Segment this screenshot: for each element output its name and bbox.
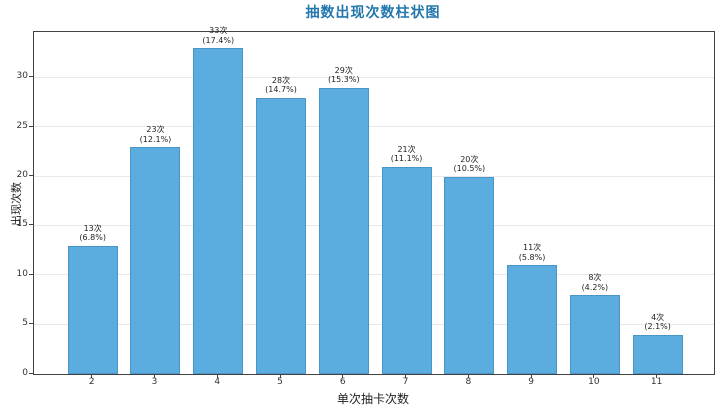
x-tick-mark bbox=[153, 374, 155, 378]
bar bbox=[569, 295, 620, 374]
bar-percent-label: (6.8%) bbox=[79, 233, 106, 243]
bar bbox=[256, 97, 306, 374]
x-tick-label: 6 bbox=[339, 377, 346, 387]
bar-annotation: 4次 (2.1%) bbox=[618, 313, 698, 332]
bar bbox=[444, 176, 495, 374]
y-tick-label: 5 bbox=[22, 318, 28, 329]
bar bbox=[507, 265, 558, 374]
plot-area: 13次 (6.8%) 23次 (12.1%) 33次 (17.4%) 28次 (14.7%) 2… bbox=[33, 26, 715, 375]
gridline bbox=[34, 76, 714, 78]
bar-count-label: 23次 bbox=[146, 125, 165, 134]
bar-count-label: 13次 bbox=[83, 223, 102, 233]
bar-annotation: 20次 (10.5%) bbox=[429, 155, 509, 174]
gridline bbox=[34, 175, 714, 177]
gridline bbox=[34, 224, 714, 226]
y-tick-label: 30 bbox=[16, 71, 28, 82]
bar bbox=[632, 334, 683, 374]
bar-annotation: 11次 (5.8%) bbox=[492, 243, 572, 262]
y-tick-label: 20 bbox=[16, 170, 28, 181]
gridline bbox=[34, 323, 714, 325]
y-tick-mark bbox=[29, 273, 33, 275]
bar bbox=[318, 87, 369, 374]
y-tick-mark bbox=[29, 175, 33, 177]
bar-count-label: 33次 bbox=[209, 26, 228, 36]
bar-percent-label: (11.1%) bbox=[390, 154, 423, 164]
bar-count-label: 21次 bbox=[397, 144, 416, 154]
y-tick-label: 0 bbox=[22, 367, 28, 378]
x-tick-label: 2 bbox=[88, 377, 95, 387]
x-tick-mark bbox=[91, 374, 93, 378]
bar-percent-label: (12.1%) bbox=[139, 134, 172, 144]
bar-annotation: 8次 (4.2%) bbox=[555, 273, 635, 292]
bar-count-label: 28次 bbox=[271, 75, 291, 85]
x-tick-mark bbox=[467, 374, 469, 378]
x-tick-label: 11 bbox=[650, 377, 663, 387]
bar-count-label: 11次 bbox=[522, 243, 542, 253]
x-tick-label: 10 bbox=[588, 377, 600, 387]
x-tick-label: 7 bbox=[402, 377, 409, 387]
x-axis-label: 单次抽卡次数 bbox=[336, 392, 409, 406]
bar-percent-label: (10.5%) bbox=[453, 164, 486, 174]
bar-count-label: 20次 bbox=[460, 154, 479, 164]
bar bbox=[130, 147, 181, 374]
bar-count-label: 4次 bbox=[651, 312, 665, 322]
chart-title: 抽数出现次数柱状图 bbox=[305, 5, 441, 21]
y-tick-label: 25 bbox=[16, 120, 28, 131]
bar-annotation: 23次 (12.1%) bbox=[115, 125, 195, 144]
bar-annotation: 33次 (17.4%) bbox=[178, 26, 258, 45]
bar-percent-label: (4.2%) bbox=[581, 282, 609, 292]
x-tick-label: 9 bbox=[528, 377, 534, 387]
bar bbox=[381, 166, 432, 374]
y-tick-mark bbox=[29, 76, 33, 78]
y-tick-mark bbox=[29, 125, 33, 127]
x-tick-mark bbox=[405, 374, 407, 378]
bar-count-label: 29次 bbox=[334, 65, 353, 75]
bar-annotation: 29次 (15.3%) bbox=[304, 66, 384, 85]
x-tick-mark bbox=[530, 374, 532, 378]
y-tick-mark bbox=[29, 372, 33, 374]
bar bbox=[193, 48, 244, 374]
x-tick-label: 3 bbox=[151, 377, 158, 387]
x-tick-label: 8 bbox=[465, 377, 472, 387]
bar-percent-label: (15.3%) bbox=[327, 75, 360, 85]
x-tick-label: 4 bbox=[214, 377, 221, 387]
y-tick-label: 15 bbox=[16, 219, 28, 230]
x-tick-mark bbox=[216, 374, 218, 378]
bar-annotation: 28次 (14.7%) bbox=[241, 76, 321, 95]
gridline bbox=[34, 126, 714, 128]
bar-percent-label: (5.8%) bbox=[518, 252, 546, 262]
y-tick-label: 10 bbox=[16, 268, 28, 279]
bar-annotation: 21次 (11.1%) bbox=[367, 145, 447, 164]
gridline bbox=[34, 274, 714, 276]
y-tick-mark bbox=[29, 224, 33, 226]
bar-percent-label: (14.7%) bbox=[265, 85, 297, 95]
bar-count-label: 8次 bbox=[588, 273, 602, 283]
x-tick-mark bbox=[656, 374, 658, 378]
bar-percent-label: (2.1%) bbox=[644, 322, 671, 332]
x-tick-mark bbox=[279, 374, 281, 378]
bar bbox=[67, 245, 118, 374]
bar-percent-label: (17.4%) bbox=[202, 35, 235, 45]
y-tick-mark bbox=[29, 323, 33, 325]
x-tick-mark bbox=[593, 374, 595, 378]
x-tick-label: 5 bbox=[277, 377, 283, 387]
bar-annotation: 13次 (6.8%) bbox=[53, 224, 133, 243]
x-tick-mark bbox=[342, 374, 344, 378]
